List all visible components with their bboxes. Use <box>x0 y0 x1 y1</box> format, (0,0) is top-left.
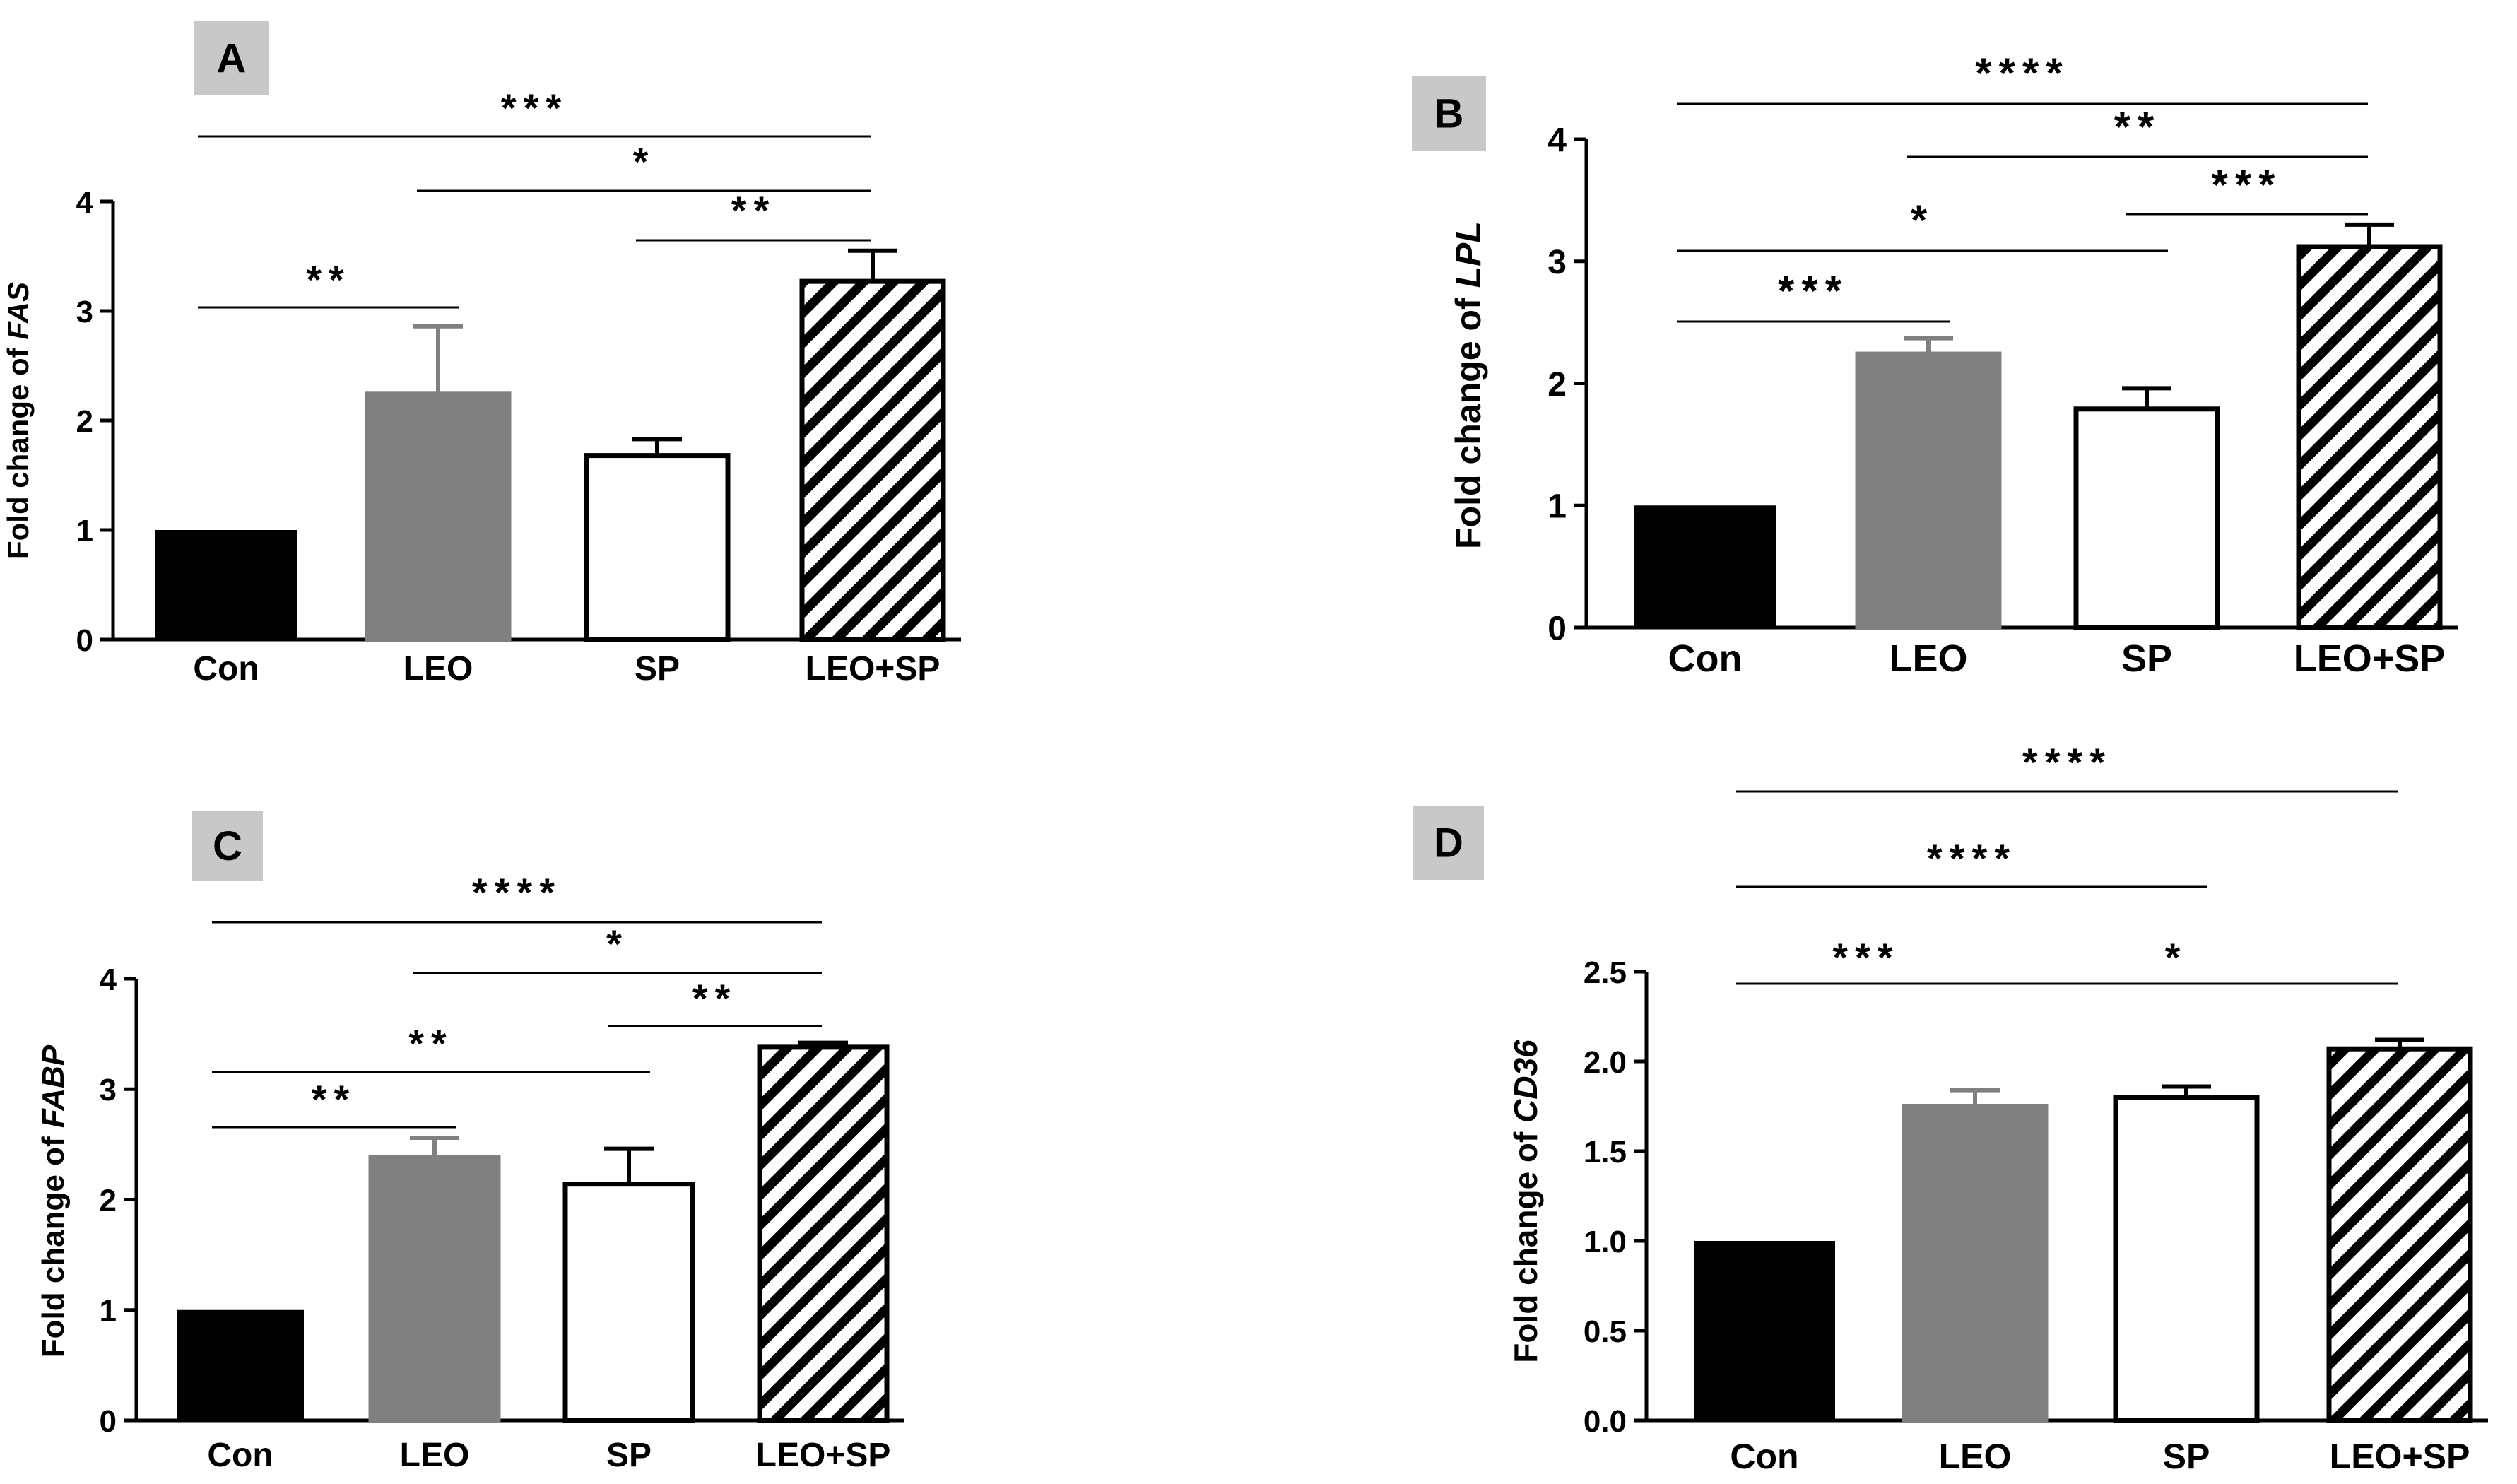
panel-d: D 0.0 0.5 1.0 1.5 2.0 2.5 Fold change of CD36 Co… <box>1413 740 2488 1476</box>
y-tick-label: 1 <box>1548 488 1567 526</box>
x-tick-label: SP <box>2121 637 2172 680</box>
significance-stars: **** <box>1975 49 2069 97</box>
y-tick-label: 1 <box>76 514 93 548</box>
panel-tag-label: D <box>1434 820 1463 866</box>
y-tick-label: 2 <box>100 1183 117 1218</box>
y-tick-label: 3 <box>1548 244 1567 281</box>
x-tick-label: LEO+SP <box>756 1437 891 1474</box>
y-axis-label: Fold change of CD36 <box>1507 1040 1544 1363</box>
significance-stars: **** <box>1927 836 2017 881</box>
x-tick-label: Con <box>1668 637 1743 680</box>
y-axis-label-gene: FABP <box>36 1044 71 1128</box>
significance-stars: ** <box>731 188 777 232</box>
x-tick-label: LEO <box>1889 637 1967 680</box>
bar-leo <box>368 1155 501 1423</box>
y-tick-label: 2 <box>76 404 93 439</box>
y-tick-label: 2.5 <box>1584 955 1627 990</box>
significance-stars: ** <box>692 976 738 1020</box>
panel-tag-label: C <box>213 823 242 869</box>
bar-sp <box>584 453 731 642</box>
significance-stars: ** <box>306 257 351 302</box>
significance-stars: **** <box>2022 740 2112 784</box>
significance-stars: * <box>606 921 629 966</box>
y-tick-label: 1 <box>100 1294 117 1329</box>
y-tick-label: 0 <box>1548 610 1567 647</box>
y-axis-label-prefix: Fold change of <box>1449 288 1488 549</box>
significance-stars: **** <box>472 870 562 914</box>
y-axis-label: Fold change of LPL <box>1449 221 1488 549</box>
y-tick-label: 4 <box>76 185 94 220</box>
y-tick-label: 0.0 <box>1584 1404 1627 1439</box>
y-tick-label: 0 <box>100 1404 117 1439</box>
bar-sp <box>2073 406 2220 630</box>
x-tick-label: LEO <box>403 650 473 688</box>
x-tick-label: LEO+SP <box>806 650 941 688</box>
bar-con <box>1634 505 1776 628</box>
bar-con <box>1694 1241 1835 1420</box>
y-tick-label: 4 <box>100 962 117 997</box>
significance-stars: * <box>633 139 656 184</box>
x-tick-label: SP <box>606 1437 652 1474</box>
significance-stars: *** <box>1832 935 1899 979</box>
y-axis-label: Fold change of FABP <box>36 1044 71 1358</box>
bar-con <box>155 530 297 640</box>
x-tick-label: Con <box>207 1437 273 1474</box>
significance-stars: * <box>2165 935 2188 979</box>
y-tick-label: 0 <box>76 623 93 658</box>
y-axis-label-gene: FAS <box>1 282 35 340</box>
y-tick-label: 3 <box>76 295 93 329</box>
bar-sp <box>562 1182 695 1423</box>
panel-tag-label: B <box>1434 91 1464 137</box>
bar-leo-sp <box>799 278 946 642</box>
y-axis-label-prefix: Fold change of <box>1507 1123 1544 1363</box>
y-tick-label: 4 <box>1548 122 1567 159</box>
significance-stars: *** <box>1778 267 1849 314</box>
significance-stars: ** <box>2114 103 2162 151</box>
y-axis-label-prefix: Fold change of <box>1 340 35 559</box>
panel-tag-box <box>1413 806 1484 880</box>
panel-tag-box <box>1412 76 1486 151</box>
y-tick-label: 3 <box>100 1073 117 1107</box>
y-tick-label: 1.5 <box>1584 1135 1627 1170</box>
x-tick-label: SP <box>635 650 680 688</box>
y-axis-label: Fold change of FAS <box>1 282 35 559</box>
bar-con <box>177 1309 304 1420</box>
panel-tag-box <box>194 21 269 95</box>
significance-stars: ** <box>408 1021 454 1066</box>
x-tick-label: Con <box>1730 1437 1798 1476</box>
y-axis-label-gene: LPL <box>1449 221 1488 288</box>
y-tick-label: 0.5 <box>1584 1314 1627 1349</box>
bar-sp <box>2113 1095 2260 1423</box>
bar-leo <box>1855 351 2002 630</box>
y-tick-label: 1.0 <box>1584 1225 1627 1259</box>
x-tick-label: Con <box>193 650 259 688</box>
bar-leo <box>365 391 512 642</box>
significance-stars: * <box>1911 196 1934 244</box>
panel-tag-label: A <box>217 36 247 82</box>
panel-c: C 0 1 2 3 4 Fold change of FABP Con LEO SP LEO+SP *… <box>36 811 904 1474</box>
y-axis-label-gene: CD36 <box>1507 1040 1544 1123</box>
bar-leo-sp <box>2296 244 2443 630</box>
x-tick-label: SP <box>2163 1437 2210 1476</box>
significance-stars: *** <box>501 86 568 130</box>
x-tick-label: LEO+SP <box>2330 1437 2470 1476</box>
y-tick-label: 2 <box>1548 366 1567 404</box>
panel-tag-box <box>192 811 263 881</box>
bar-leo-sp <box>2326 1046 2473 1423</box>
bar-leo <box>1902 1104 2049 1423</box>
x-tick-label: LEO <box>1939 1437 2012 1476</box>
x-tick-label: LEO+SP <box>2294 637 2446 680</box>
y-axis-label-prefix: Fold change of <box>36 1128 71 1358</box>
bar-leo-sp <box>757 1044 890 1423</box>
x-tick-label: LEO <box>400 1437 470 1474</box>
y-tick-label: 2.0 <box>1584 1045 1627 1080</box>
significance-stars: ** <box>312 1077 357 1121</box>
significance-stars: *** <box>2211 161 2282 208</box>
